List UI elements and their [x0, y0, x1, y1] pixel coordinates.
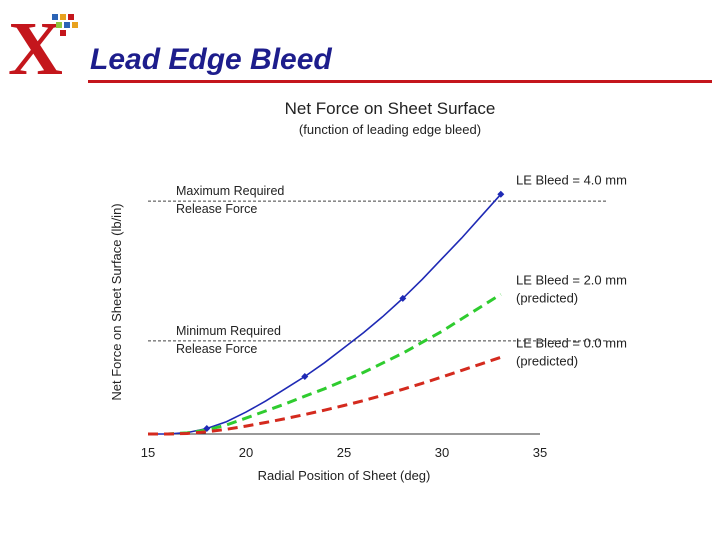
series-labels: LE Bleed = 4.0 mm LE Bleed = 2.0 mm (predi… — [516, 172, 627, 368]
x-tick-label: 15 — [141, 445, 155, 460]
series-note: (predicted) — [516, 290, 578, 305]
series-line — [148, 193, 502, 435]
y-axis-label: Net Force on Sheet Surface (lb/in) — [109, 203, 124, 400]
x-tick-label: 25 — [337, 445, 351, 460]
logo-pixel — [56, 22, 62, 28]
series-marker — [399, 294, 407, 302]
series-marker — [301, 372, 309, 380]
series-label: LE Bleed = 4.0 mm — [516, 172, 627, 187]
title-rule — [88, 80, 712, 83]
series-marker — [497, 190, 505, 198]
x-axis-label: Radial Position of Sheet (deg) — [258, 468, 431, 483]
chart-subtitle: (function of leading edge bleed) — [299, 122, 481, 137]
logo-pixel — [64, 22, 70, 28]
net-force-chart: Net Force on Sheet Surface (function of … — [109, 99, 627, 483]
xerox-logo: X — [8, 12, 78, 78]
x-tick-label: 30 — [435, 445, 449, 460]
x-tick-label: 35 — [533, 445, 547, 460]
logo-letter: X — [8, 12, 63, 78]
reference-label: Release Force — [176, 342, 257, 356]
logo-pixel — [60, 14, 66, 20]
logo-pixel — [68, 14, 74, 20]
series-markers — [203, 190, 505, 433]
logo-pixel — [60, 30, 66, 36]
series-marker — [203, 425, 211, 433]
series-label: LE Bleed = 0.0 mm — [516, 335, 627, 350]
series-lines — [148, 193, 502, 436]
series-note: (predicted) — [516, 353, 578, 368]
logo-pixel — [52, 14, 58, 20]
reference-label: Maximum Required — [176, 184, 284, 198]
reference-label: Release Force — [176, 202, 257, 216]
x-tick-labels: 15 20 25 30 35 — [141, 445, 547, 460]
reference-label: Minimum Required — [176, 324, 281, 338]
chart-title: Net Force on Sheet Surface — [285, 99, 496, 118]
slide-title: Lead Edge Bleed — [90, 43, 332, 76]
series-label: LE Bleed = 2.0 mm — [516, 272, 627, 287]
x-tick-label: 20 — [239, 445, 253, 460]
reference-lines: Maximum Required Release Force Minimum Req… — [148, 184, 608, 356]
logo-pixel — [72, 22, 78, 28]
series-line — [148, 355, 502, 436]
series-line — [148, 293, 502, 436]
